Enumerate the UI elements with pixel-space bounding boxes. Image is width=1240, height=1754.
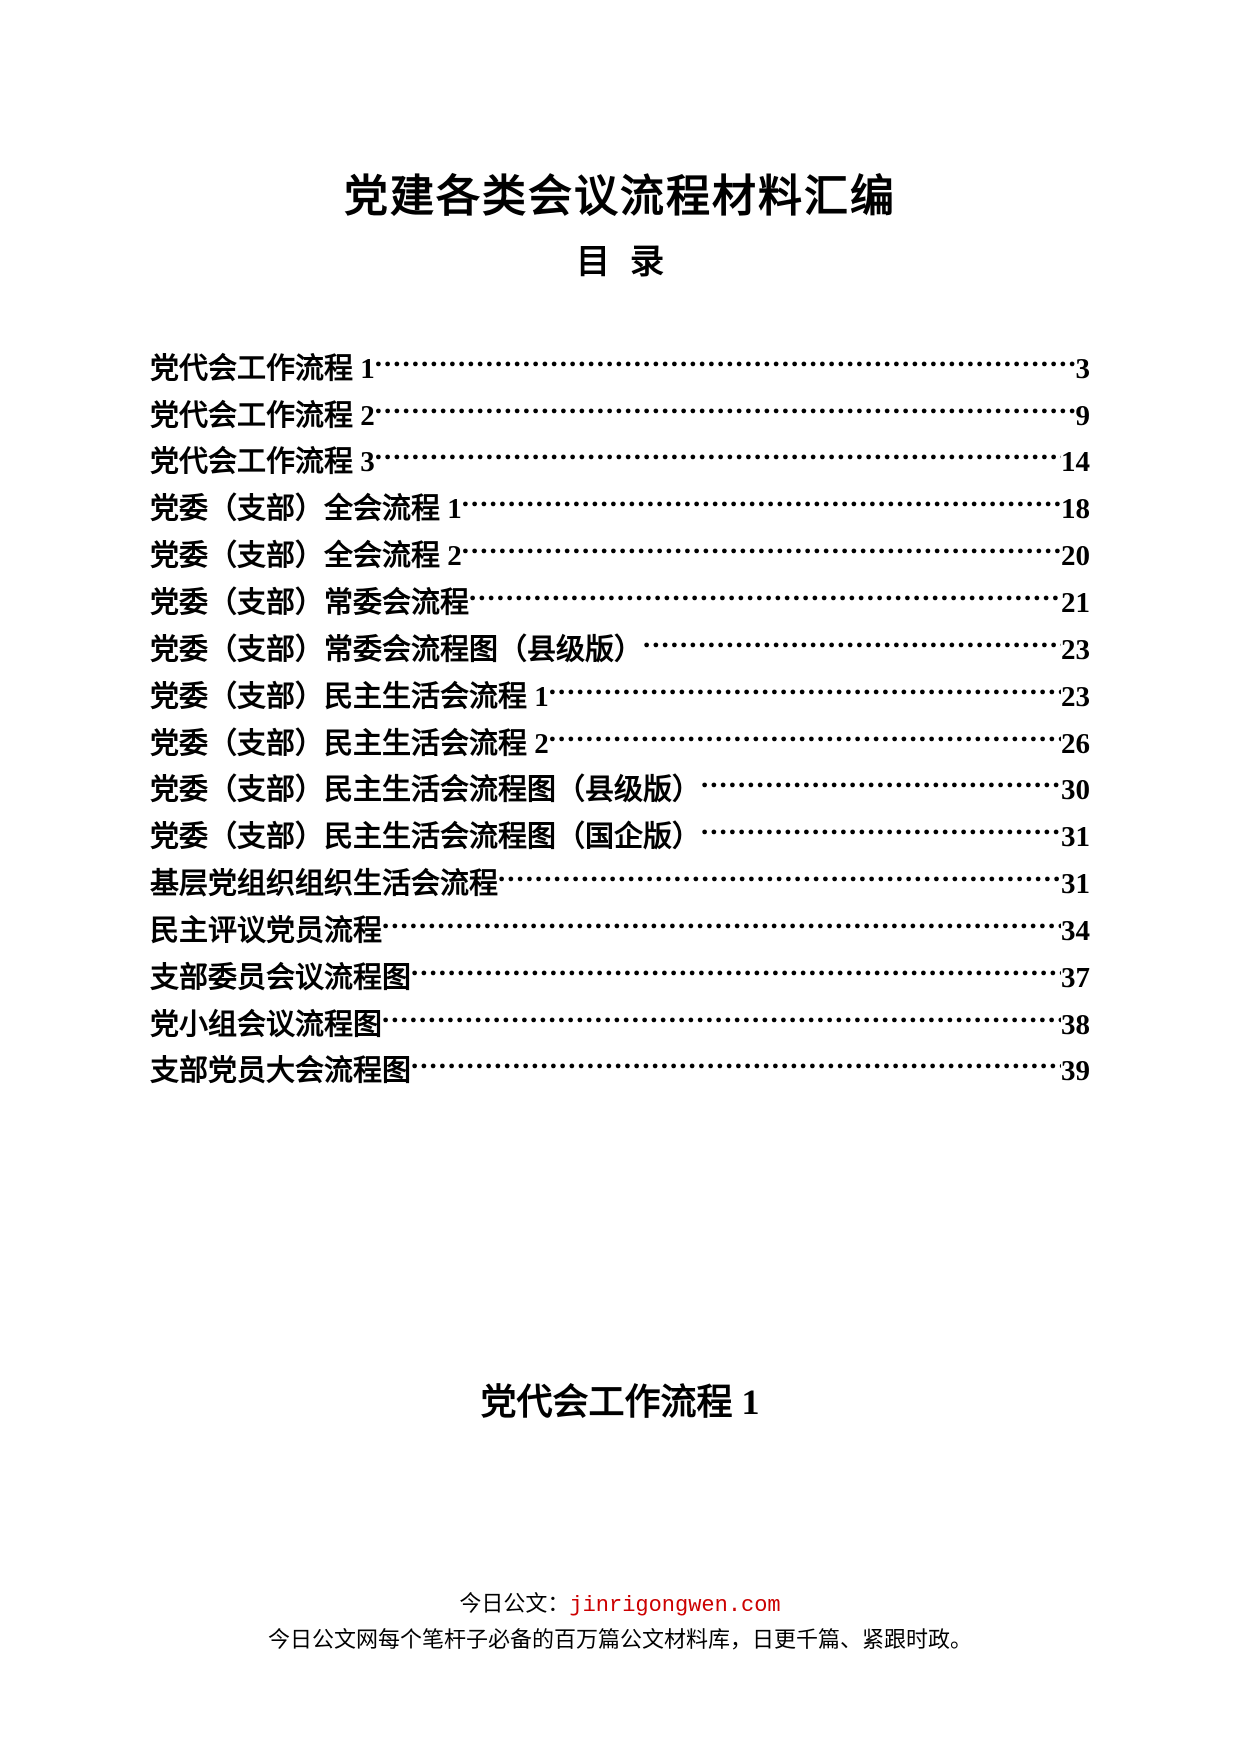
section-title: 党代会工作流程 1 bbox=[150, 1373, 1090, 1425]
toc-page: 26 bbox=[1061, 723, 1090, 765]
toc-dots bbox=[643, 624, 1061, 659]
toc-dots bbox=[382, 905, 1061, 940]
toc-page: 21 bbox=[1061, 582, 1090, 624]
toc-label: 党委（支部）常委会流程 bbox=[150, 582, 469, 624]
toc-label: 党代会工作流程 1 bbox=[150, 348, 375, 390]
toc-entry: 党委（支部）民主生活会流程 1 23 bbox=[150, 671, 1090, 718]
page-container: 党建各类会议流程材料汇编 目录 党代会工作流程 1 3 党代会工作流程 2 9 … bbox=[0, 0, 1240, 1425]
subtitle: 目录 bbox=[150, 234, 1090, 283]
toc-entry: 党委（支部）民主生活会流程图（国企版） 31 bbox=[150, 811, 1090, 858]
footer-prefix: 今日公文： bbox=[459, 1591, 569, 1616]
toc-page: 39 bbox=[1061, 1050, 1090, 1092]
footer-url: jinrigongwen.com bbox=[569, 1593, 780, 1618]
toc-dots bbox=[469, 577, 1061, 612]
toc-dots bbox=[411, 952, 1061, 987]
toc-page: 20 bbox=[1061, 535, 1090, 577]
toc-label: 支部委员会议流程图 bbox=[150, 957, 411, 999]
toc-page: 3 bbox=[1076, 348, 1091, 390]
toc-entry: 基层党组织组织生活会流程 31 bbox=[150, 858, 1090, 905]
toc-entry: 支部党员大会流程图 39 bbox=[150, 1046, 1090, 1093]
toc-page: 31 bbox=[1061, 863, 1090, 905]
toc-label: 党代会工作流程 2 bbox=[150, 395, 375, 437]
toc-label: 党委（支部）民主生活会流程 1 bbox=[150, 676, 549, 718]
toc-entry: 党代会工作流程 3 14 bbox=[150, 437, 1090, 484]
toc-entry: 党代会工作流程 1 3 bbox=[150, 343, 1090, 390]
toc-label: 党委（支部）常委会流程图（县级版） bbox=[150, 629, 643, 671]
footer-line1: 今日公文：jinrigongwen.com bbox=[0, 1586, 1240, 1618]
toc-dots bbox=[701, 765, 1061, 800]
footer: 今日公文：jinrigongwen.com 今日公文网每个笔杆子必备的百万篇公文… bbox=[0, 1586, 1240, 1654]
toc-label: 党委（支部）民主生活会流程 2 bbox=[150, 723, 549, 765]
toc-dots bbox=[462, 484, 1061, 519]
toc-dots bbox=[375, 343, 1076, 378]
toc-label: 党委（支部）全会流程 1 bbox=[150, 488, 462, 530]
toc-page: 38 bbox=[1061, 1004, 1090, 1046]
toc-page: 18 bbox=[1061, 488, 1090, 530]
toc-dots bbox=[549, 718, 1061, 753]
toc-dots bbox=[701, 811, 1061, 846]
toc-label: 党委（支部）民主生活会流程图（国企版） bbox=[150, 816, 701, 858]
toc-dots bbox=[462, 530, 1061, 565]
toc-page: 30 bbox=[1061, 769, 1090, 811]
toc-label: 支部党员大会流程图 bbox=[150, 1050, 411, 1092]
toc-dots bbox=[411, 1046, 1061, 1081]
toc-page: 34 bbox=[1061, 910, 1090, 952]
toc-page: 37 bbox=[1061, 957, 1090, 999]
toc-entry: 党委（支部）全会流程 2 20 bbox=[150, 530, 1090, 577]
main-title: 党建各类会议流程材料汇编 bbox=[150, 160, 1090, 224]
toc-label: 基层党组织组织生活会流程 bbox=[150, 863, 498, 905]
toc-label: 党小组会议流程图 bbox=[150, 1004, 382, 1046]
toc-container: 党代会工作流程 1 3 党代会工作流程 2 9 党代会工作流程 3 14 党委（… bbox=[150, 343, 1090, 1093]
toc-entry: 党委（支部）常委会流程图（县级版） 23 bbox=[150, 624, 1090, 671]
toc-dots bbox=[382, 999, 1061, 1034]
toc-entry: 党委（支部）民主生活会流程 2 26 bbox=[150, 718, 1090, 765]
toc-page: 23 bbox=[1061, 676, 1090, 718]
toc-page: 14 bbox=[1061, 441, 1090, 483]
toc-page: 23 bbox=[1061, 629, 1090, 671]
toc-dots bbox=[375, 437, 1061, 472]
toc-page: 9 bbox=[1076, 395, 1091, 437]
toc-label: 党委（支部）全会流程 2 bbox=[150, 535, 462, 577]
footer-line2: 今日公文网每个笔杆子必备的百万篇公文材料库，日更千篇、紧跟时政。 bbox=[0, 1622, 1240, 1654]
toc-label: 党代会工作流程 3 bbox=[150, 441, 375, 483]
toc-entry: 党小组会议流程图 38 bbox=[150, 999, 1090, 1046]
toc-entry: 支部委员会议流程图 37 bbox=[150, 952, 1090, 999]
toc-label: 民主评议党员流程 bbox=[150, 910, 382, 952]
toc-entry: 党委（支部）民主生活会流程图（县级版） 30 bbox=[150, 765, 1090, 812]
toc-entry: 党委（支部）常委会流程 21 bbox=[150, 577, 1090, 624]
toc-dots bbox=[498, 858, 1061, 893]
toc-dots bbox=[375, 390, 1076, 425]
toc-page: 31 bbox=[1061, 816, 1090, 858]
toc-entry: 党代会工作流程 2 9 bbox=[150, 390, 1090, 437]
toc-label: 党委（支部）民主生活会流程图（县级版） bbox=[150, 769, 701, 811]
toc-dots bbox=[549, 671, 1061, 706]
toc-entry: 党委（支部）全会流程 1 18 bbox=[150, 484, 1090, 531]
toc-entry: 民主评议党员流程 34 bbox=[150, 905, 1090, 952]
